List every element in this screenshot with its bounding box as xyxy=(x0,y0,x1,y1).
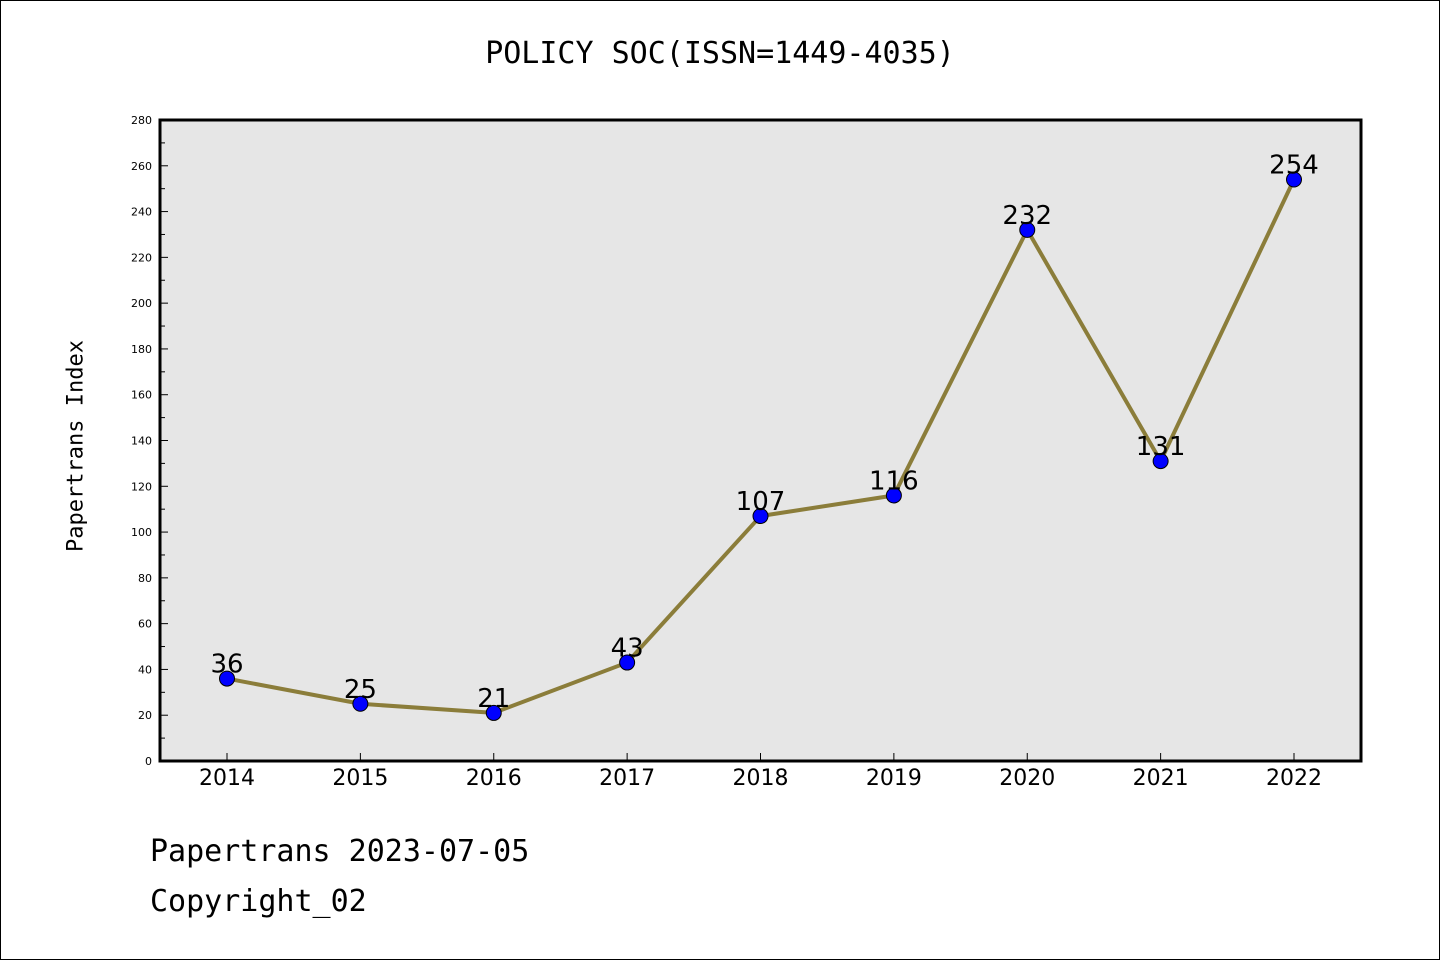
data-point xyxy=(219,670,235,687)
x-tick-label: 2018 xyxy=(733,766,789,791)
data-point xyxy=(1286,171,1302,188)
y-tick-label: 80 xyxy=(138,572,152,585)
y-tick-label: 180 xyxy=(131,343,152,356)
y-tick-label: 0 xyxy=(145,755,152,768)
y-tick-label: 40 xyxy=(138,663,152,676)
data-label: 25 xyxy=(344,675,377,705)
series-line-group xyxy=(219,171,1302,721)
data-label: 254 xyxy=(1269,151,1319,181)
footer-date: Papertrans 2023-07-05 xyxy=(150,834,530,869)
chart-title: POLICY SOC(ISSN=1449-4035) xyxy=(485,36,955,71)
y-tick-label: 140 xyxy=(131,435,152,448)
x-tick-label: 2019 xyxy=(866,766,922,791)
data-label: 43 xyxy=(611,634,644,664)
data-point xyxy=(752,508,769,525)
data-label: 116 xyxy=(869,466,919,496)
x-axis: 2014 2015 2016 2017 2018 2019 2020 2021 2022 xyxy=(199,753,1322,791)
x-tick-label: 2015 xyxy=(332,766,388,791)
data-label-group: 36 25 21 43 107 116 232 131 254 xyxy=(210,151,1318,714)
data-point xyxy=(619,654,636,671)
data-label: 107 xyxy=(736,487,786,517)
y-tick-label: 220 xyxy=(131,251,152,264)
y-tick-label: 100 xyxy=(131,526,152,539)
x-tick-label: 2014 xyxy=(199,766,255,791)
y-tick-label: 280 xyxy=(131,114,152,127)
data-point xyxy=(1152,453,1169,470)
plot-area xyxy=(160,120,1361,761)
y-tick-label: 20 xyxy=(138,709,152,722)
y-tick-label: 260 xyxy=(131,160,152,173)
data-label: 131 xyxy=(1136,432,1186,462)
data-label: 21 xyxy=(477,684,510,714)
x-tick-label: 2017 xyxy=(599,766,655,791)
data-point xyxy=(352,695,369,712)
data-point xyxy=(485,704,502,721)
data-label: 36 xyxy=(210,650,243,680)
y-tick-label: 120 xyxy=(131,480,152,493)
y-tick-label: 240 xyxy=(131,206,152,219)
data-label: 232 xyxy=(1002,201,1052,231)
x-tick-label: 2021 xyxy=(1133,766,1189,791)
x-tick-label: 2022 xyxy=(1266,766,1322,791)
y-tick-label: 200 xyxy=(131,297,152,310)
x-tick-label: 2020 xyxy=(999,766,1055,791)
x-tick-label: 2016 xyxy=(466,766,522,791)
data-point xyxy=(1019,221,1036,238)
footer-copyright: Copyright_02 xyxy=(150,884,367,919)
plot-border xyxy=(158,118,1363,763)
y-tick-label: 160 xyxy=(131,389,152,402)
data-point xyxy=(885,487,902,504)
y-tick-label: 60 xyxy=(138,618,152,631)
